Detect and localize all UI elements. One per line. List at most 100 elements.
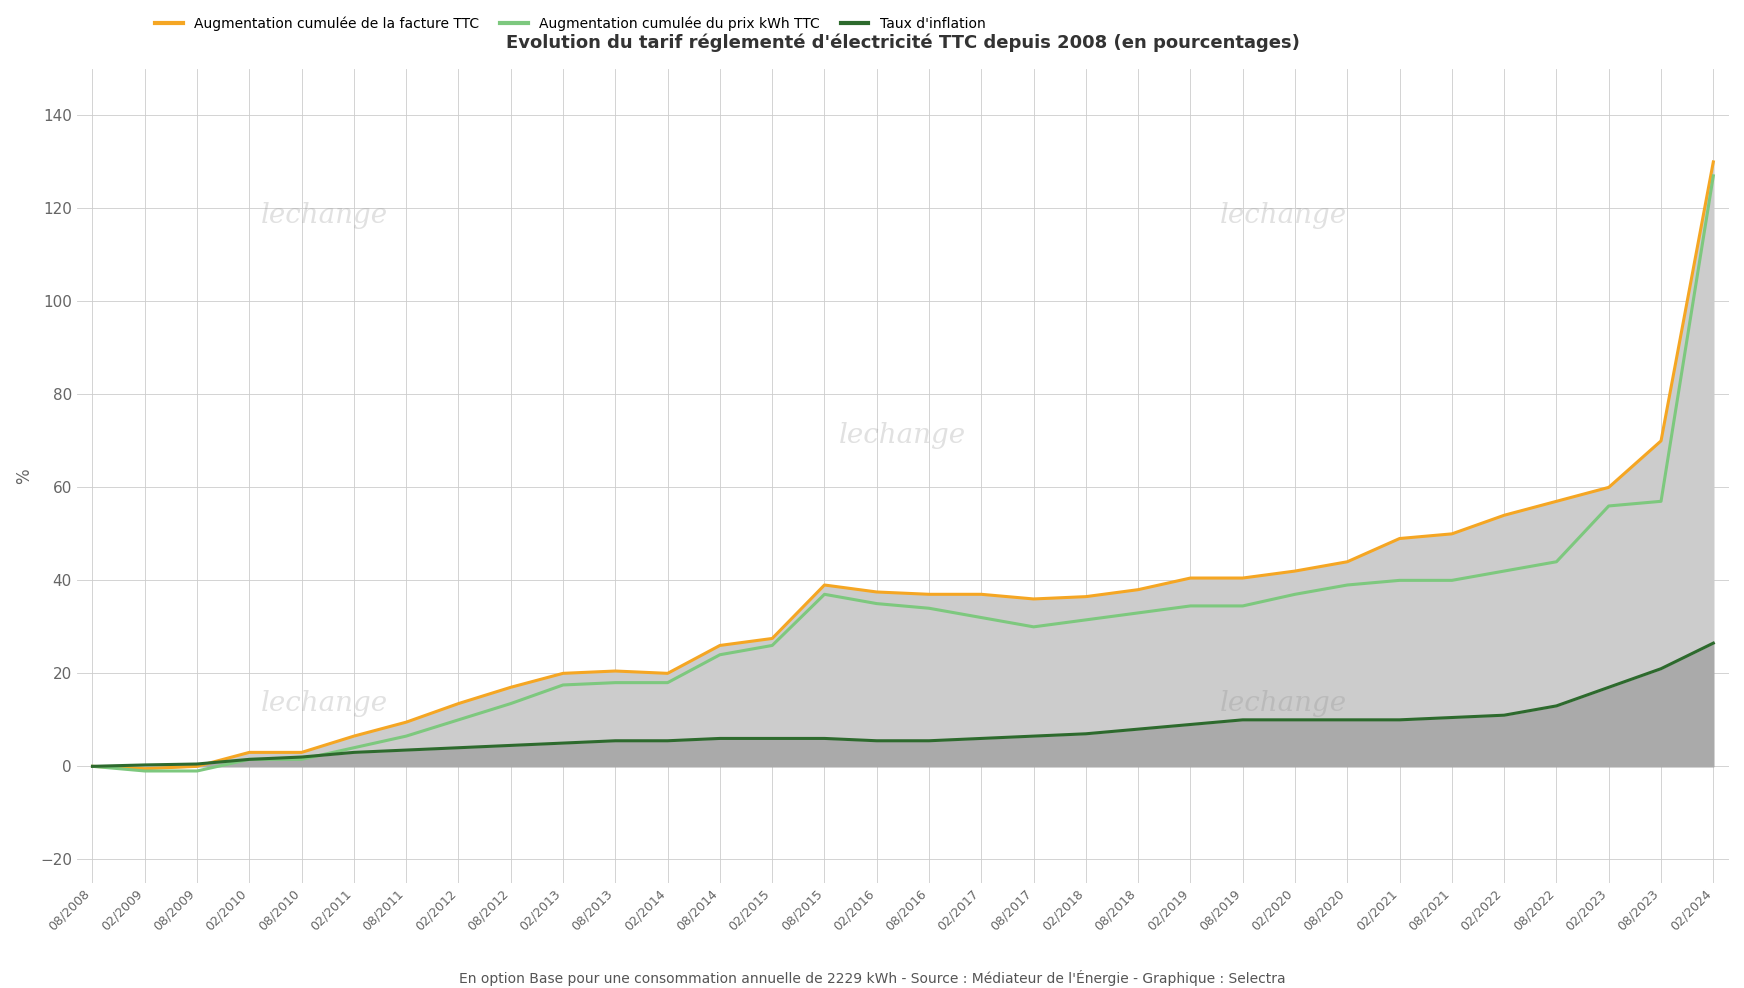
Line: Augmentation cumulée du prix kWh TTC: Augmentation cumulée du prix kWh TTC xyxy=(92,176,1713,771)
Augmentation cumulée de la facture TTC xyxy=(1233,572,1254,584)
Augmentation cumulée de la facture TTC xyxy=(814,579,835,591)
Taux d'inflation xyxy=(344,747,364,759)
Augmentation cumulée du prix kWh TTC xyxy=(1598,500,1618,512)
Taux d'inflation xyxy=(657,735,678,747)
Augmentation cumulée du prix kWh TTC xyxy=(501,698,521,709)
Taux d'inflation xyxy=(1076,728,1097,740)
Taux d'inflation xyxy=(710,732,731,744)
Augmentation cumulée de la facture TTC xyxy=(1338,556,1359,568)
Augmentation cumulée de la facture TTC xyxy=(919,589,940,601)
Taux d'inflation xyxy=(919,735,940,747)
Taux d'inflation xyxy=(396,744,417,756)
Augmentation cumulée du prix kWh TTC xyxy=(1128,607,1149,618)
Line: Augmentation cumulée de la facture TTC: Augmentation cumulée de la facture TTC xyxy=(92,162,1713,769)
Text: En option Base pour une consommation annuelle de 2229 kWh - Source : Médiateur d: En option Base pour une consommation ann… xyxy=(459,970,1285,986)
Augmentation cumulée du prix kWh TTC xyxy=(919,603,940,615)
Augmentation cumulée du prix kWh TTC xyxy=(1076,614,1097,625)
Line: Taux d'inflation: Taux d'inflation xyxy=(92,643,1713,767)
Text: lechange: lechange xyxy=(1219,202,1346,229)
Augmentation cumulée du prix kWh TTC xyxy=(605,677,626,689)
Taux d'inflation xyxy=(291,751,312,763)
Text: lechange: lechange xyxy=(839,422,966,449)
Taux d'inflation xyxy=(1598,682,1618,694)
Augmentation cumulée du prix kWh TTC xyxy=(657,677,678,689)
Title: Evolution du tarif réglementé d'électricité TTC depuis 2008 (en pourcentages): Evolution du tarif réglementé d'électric… xyxy=(506,34,1299,52)
Taux d'inflation xyxy=(239,754,260,766)
Augmentation cumulée de la facture TTC xyxy=(710,639,731,651)
Taux d'inflation xyxy=(553,737,574,749)
Augmentation cumulée de la facture TTC xyxy=(1128,584,1149,596)
Augmentation cumulée du prix kWh TTC xyxy=(1442,574,1463,586)
Augmentation cumulée du prix kWh TTC xyxy=(344,742,364,754)
Taux d'inflation xyxy=(1390,714,1411,726)
Augmentation cumulée de la facture TTC xyxy=(291,747,312,759)
Augmentation cumulée du prix kWh TTC xyxy=(1338,579,1359,591)
Taux d'inflation xyxy=(501,739,521,751)
Taux d'inflation xyxy=(1442,711,1463,723)
Taux d'inflation xyxy=(1233,714,1254,726)
Text: lechange: lechange xyxy=(262,690,389,717)
Augmentation cumulée de la facture TTC xyxy=(1076,591,1097,603)
Augmentation cumulée de la facture TTC xyxy=(1493,510,1514,522)
Augmentation cumulée de la facture TTC xyxy=(1598,481,1618,493)
Augmentation cumulée du prix kWh TTC xyxy=(1390,574,1411,586)
Augmentation cumulée de la facture TTC xyxy=(605,665,626,677)
Augmentation cumulée du prix kWh TTC xyxy=(1650,495,1671,507)
Augmentation cumulée du prix kWh TTC xyxy=(239,754,260,766)
Augmentation cumulée du prix kWh TTC xyxy=(1493,565,1514,577)
Augmentation cumulée de la facture TTC xyxy=(82,761,103,773)
Augmentation cumulée du prix kWh TTC xyxy=(134,765,155,777)
Augmentation cumulée du prix kWh TTC xyxy=(291,754,312,766)
Augmentation cumulée du prix kWh TTC xyxy=(1233,600,1254,612)
Augmentation cumulée du prix kWh TTC xyxy=(762,639,783,651)
Augmentation cumulée du prix kWh TTC xyxy=(971,612,992,623)
Taux d'inflation xyxy=(971,732,992,744)
Augmentation cumulée de la facture TTC xyxy=(1390,533,1411,544)
Augmentation cumulée de la facture TTC xyxy=(1442,528,1463,539)
Taux d'inflation xyxy=(605,735,626,747)
Legend: Augmentation cumulée de la facture TTC, Augmentation cumulée du prix kWh TTC, Ta: Augmentation cumulée de la facture TTC, … xyxy=(150,11,991,37)
Taux d'inflation xyxy=(814,732,835,744)
Augmentation cumulée de la facture TTC xyxy=(239,747,260,759)
Augmentation cumulée de la facture TTC xyxy=(1702,156,1723,168)
Text: lechange: lechange xyxy=(1219,690,1346,717)
Augmentation cumulée de la facture TTC xyxy=(1545,495,1566,507)
Augmentation cumulée du prix kWh TTC xyxy=(1285,589,1306,601)
Augmentation cumulée de la facture TTC xyxy=(1285,565,1306,577)
Taux d'inflation xyxy=(448,742,469,754)
Taux d'inflation xyxy=(1493,709,1514,721)
Taux d'inflation xyxy=(1545,700,1566,711)
Augmentation cumulée du prix kWh TTC xyxy=(867,598,888,610)
Augmentation cumulée du prix kWh TTC xyxy=(1024,620,1045,632)
Augmentation cumulée de la facture TTC xyxy=(657,668,678,680)
Augmentation cumulée de la facture TTC xyxy=(553,668,574,680)
Taux d'inflation xyxy=(82,761,103,773)
Augmentation cumulée de la facture TTC xyxy=(1024,593,1045,605)
Augmentation cumulée de la facture TTC xyxy=(867,586,888,598)
Augmentation cumulée de la facture TTC xyxy=(187,761,208,773)
Augmentation cumulée du prix kWh TTC xyxy=(553,679,574,691)
Augmentation cumulée du prix kWh TTC xyxy=(1545,556,1566,568)
Augmentation cumulée de la facture TTC xyxy=(344,730,364,742)
Taux d'inflation xyxy=(187,758,208,770)
Augmentation cumulée de la facture TTC xyxy=(971,589,992,601)
Taux d'inflation xyxy=(1702,637,1723,649)
Augmentation cumulée de la facture TTC xyxy=(396,716,417,728)
Augmentation cumulée de la facture TTC xyxy=(1181,572,1202,584)
Augmentation cumulée de la facture TTC xyxy=(762,632,783,644)
Taux d'inflation xyxy=(1128,723,1149,735)
Augmentation cumulée de la facture TTC xyxy=(1650,435,1671,447)
Augmentation cumulée du prix kWh TTC xyxy=(396,730,417,742)
Augmentation cumulée du prix kWh TTC xyxy=(1181,600,1202,612)
Augmentation cumulée du prix kWh TTC xyxy=(814,589,835,601)
Augmentation cumulée du prix kWh TTC xyxy=(448,714,469,726)
Taux d'inflation xyxy=(1181,718,1202,730)
Augmentation cumulée du prix kWh TTC xyxy=(1702,170,1723,182)
Taux d'inflation xyxy=(762,732,783,744)
Taux d'inflation xyxy=(134,759,155,771)
Taux d'inflation xyxy=(1024,730,1045,742)
Augmentation cumulée du prix kWh TTC xyxy=(710,649,731,661)
Text: lechange: lechange xyxy=(262,202,389,229)
Taux d'inflation xyxy=(867,735,888,747)
Taux d'inflation xyxy=(1338,714,1359,726)
